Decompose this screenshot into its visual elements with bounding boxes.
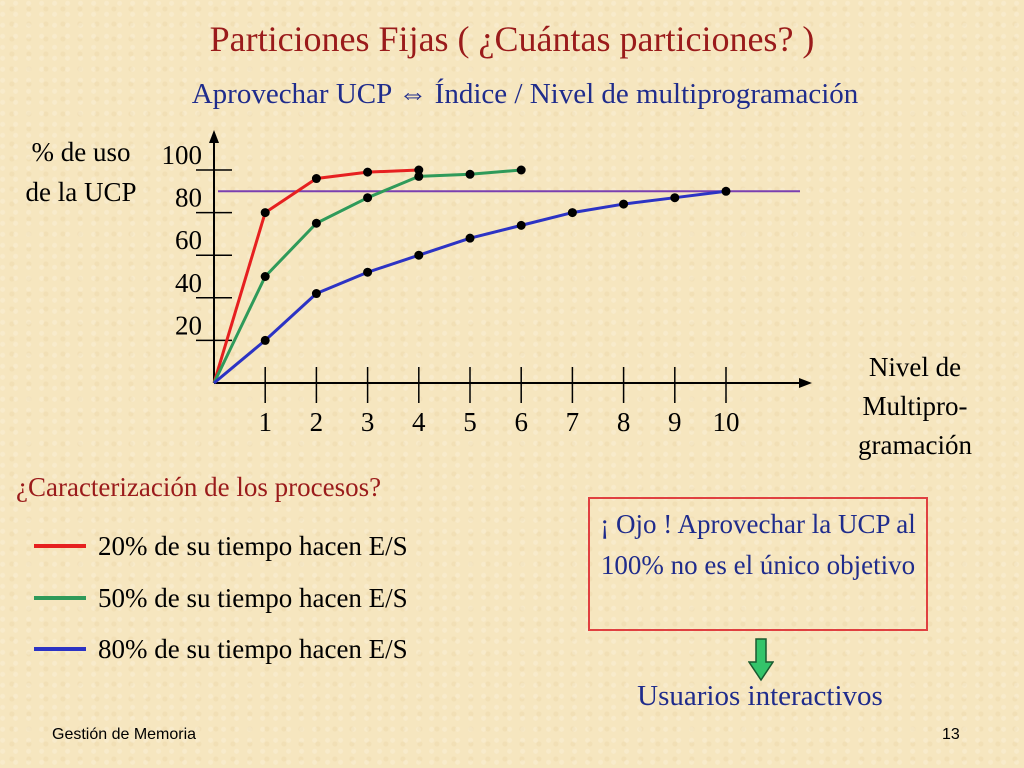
series-1-point-4 — [414, 171, 424, 181]
legend-item-20: 20% de su tiempo hacen E/S — [34, 526, 408, 566]
series-0-point-4 — [414, 165, 424, 175]
footer-course-name: Gestión de Memoria — [52, 726, 197, 743]
x-tick-label-10: 10 — [713, 407, 740, 437]
series-0-point-1 — [260, 208, 270, 218]
x-tick-label-2: 2 — [310, 407, 324, 437]
legend-swatch-red — [34, 544, 86, 548]
slide-title: Particiones Fijas ( ¿Cuántas particiones… — [209, 19, 815, 59]
legend-label-50: 50% de su tiempo hacen E/S — [98, 582, 408, 613]
legend-swatch-blue — [34, 647, 86, 651]
y-axis-label: % de uso de la UCP — [6, 132, 156, 212]
y-tick-label-60: 60 — [175, 225, 202, 255]
y-axis-arrowhead — [209, 130, 219, 143]
x-axis-label: Nivel de Multipro- gramación — [830, 348, 1000, 465]
x-tick-label-7: 7 — [566, 407, 580, 437]
x-tick-label-4: 4 — [412, 407, 426, 437]
y-tick-label-20: 20 — [175, 310, 202, 340]
series-1-point-3 — [363, 193, 373, 203]
x-tick-label-6: 6 — [514, 407, 528, 437]
series-2-point-6 — [516, 220, 526, 230]
y-tick-label-100: 100 — [162, 140, 203, 170]
x-tick-label-1: 1 — [258, 407, 272, 437]
x-axis-label-line-1: Nivel de — [868, 352, 962, 382]
series-2-point-2 — [311, 289, 321, 299]
series-1-point-1 — [260, 272, 270, 281]
series-0-line — [212, 168, 419, 384]
x-tick-label-5: 5 — [463, 407, 477, 437]
warning-note-box: ¡ Ojo ! Aprovechar la UCP al 100% no es … — [588, 497, 928, 631]
legend-label-80: 80% de su tiempo hacen E/S — [98, 633, 408, 664]
series-2-point-10 — [721, 186, 731, 196]
down-arrow-icon — [748, 638, 774, 682]
legend-label-20: 20% de su tiempo hacen E/S — [98, 530, 408, 561]
interactive-users-label: Usuarios interactivos — [637, 680, 883, 712]
series-2-point-4 — [414, 250, 424, 260]
x-axis-label-line-3: gramación — [858, 430, 972, 460]
x-axis-label-line-2: Multipro- — [862, 391, 968, 421]
x-tick-label-9: 9 — [668, 407, 682, 437]
slide-subtitle: Aprovechar UCP ⇔ Índice / Nivel de multi… — [191, 78, 859, 110]
y-tick-label-80: 80 — [175, 183, 202, 213]
y-axis-label-line-1: % de uso — [31, 137, 131, 167]
x-tick-label-3: 3 — [361, 407, 375, 437]
series-0-point-2 — [311, 174, 321, 184]
legend-item-80: 80% de su tiempo hacen E/S — [34, 629, 408, 669]
series-2-point-8 — [619, 199, 629, 209]
series-2-point-7 — [567, 208, 577, 218]
legend-item-50: 50% de su tiempo hacen E/S — [34, 578, 408, 618]
series-1-point-6 — [516, 165, 526, 175]
series-2-line — [213, 189, 727, 385]
series-2-point-5 — [465, 233, 475, 243]
footer-page-number: 13 — [942, 726, 960, 743]
y-axis-label-line-2: de la UCP — [25, 177, 137, 207]
x-axis-arrowhead — [799, 378, 812, 388]
y-tick-label-40: 40 — [175, 268, 202, 298]
legend-swatch-green — [34, 596, 86, 600]
series-2-point-9 — [670, 193, 680, 203]
series-2-point-1 — [260, 335, 270, 345]
series-0-point-3 — [363, 167, 373, 177]
series-1-point-5 — [465, 169, 475, 179]
series-2-point-3 — [363, 267, 373, 277]
process-question: ¿Caracterización de los procesos? — [16, 472, 382, 502]
x-tick-label-8: 8 — [617, 407, 631, 437]
series-1-point-2 — [311, 218, 321, 228]
